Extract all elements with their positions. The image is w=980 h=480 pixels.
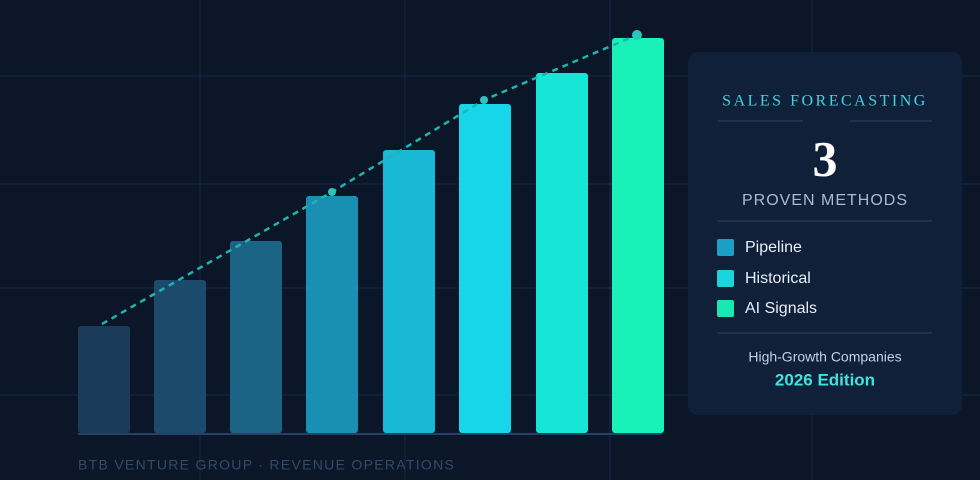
method-count: 3 [813, 130, 838, 186]
legend-label: AI Signals [745, 300, 817, 317]
edition: 2026 Edition [775, 370, 875, 389]
bars [78, 38, 664, 433]
legend-label: Historical [745, 270, 811, 287]
legend-swatch [717, 300, 734, 317]
trend-dots [328, 30, 642, 196]
panel-title: SALES FORECASTING [722, 93, 928, 110]
footer: BTB VENTURE GROUP · REVENUE OPERATIONS [78, 457, 455, 473]
panel-subtitle: PROVEN METHODS [742, 192, 908, 209]
legend-swatch [717, 270, 734, 287]
legend-label: Pipeline [745, 239, 802, 256]
audience: High-Growth Companies [748, 349, 901, 365]
legend-swatch [717, 239, 734, 256]
trend-line [101, 33, 638, 326]
panel [688, 52, 962, 415]
